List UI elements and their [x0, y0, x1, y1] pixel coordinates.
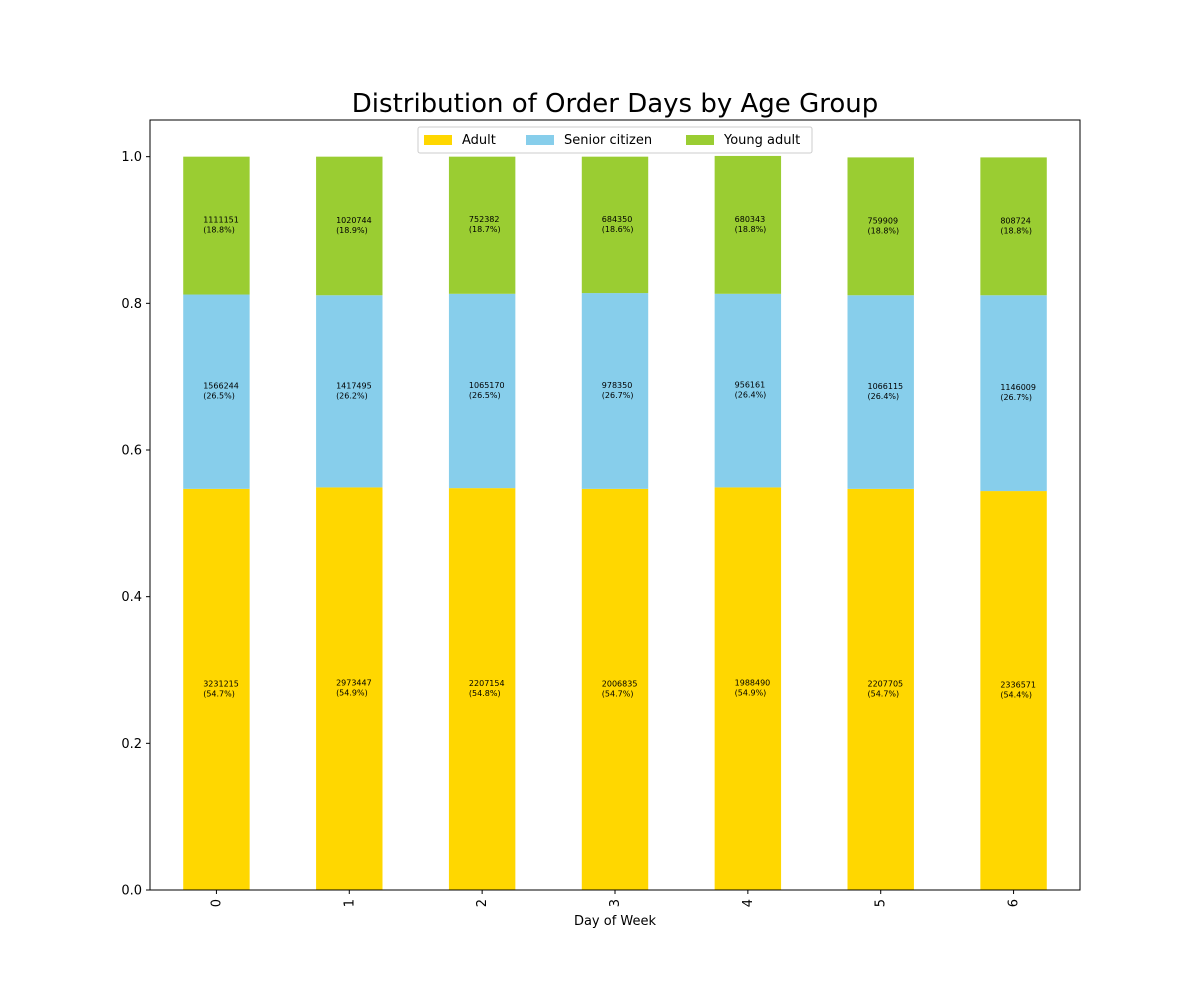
- bar-day-3-series-0: [581, 488, 649, 890]
- data-label-percent: (18.8%): [868, 226, 900, 235]
- legend-box: [417, 126, 813, 154]
- data-label-percent: (54.9%): [336, 689, 368, 698]
- bar-day-5-series-1: [847, 295, 914, 489]
- x-axis-label: Day of Week: [574, 914, 657, 929]
- data-label-count: 808724: [1000, 216, 1031, 225]
- y-tick-label: 0.2: [121, 737, 142, 752]
- data-label-percent: (26.5%): [469, 391, 501, 400]
- y-tick-label: 0.6: [121, 444, 142, 459]
- legend: Adult Senior citizen Young adult: [417, 126, 813, 154]
- data-label-count: 759909: [868, 216, 899, 225]
- bar-day-6-series-2: [980, 157, 1047, 296]
- bar-day-0-series-1: [183, 294, 250, 489]
- data-label-count: 2336571: [1000, 681, 1036, 690]
- data-label-percent: (18.8%): [735, 225, 767, 234]
- data-labels-layer: 3231215(54.7%)1566244(26.5%)1111151(18.8…: [203, 215, 1036, 700]
- data-label-percent: (26.7%): [1000, 393, 1032, 402]
- bar-day-0-series-2: [183, 156, 250, 295]
- data-label-percent: (26.5%): [203, 392, 235, 401]
- data-label-count: 956161: [735, 381, 766, 390]
- bar-day-6-series-1: [980, 295, 1047, 492]
- x-tick-label: 1: [342, 899, 357, 907]
- data-label-percent: (18.7%): [469, 225, 501, 234]
- x-tick-label: 5: [874, 899, 889, 907]
- data-label-count: 1066115: [868, 382, 904, 391]
- x-axis: 0 1 2 3 4 5 6: [209, 890, 1022, 907]
- bar-day-6-series-0: [980, 491, 1047, 890]
- data-label-count: 1988490: [735, 679, 771, 688]
- data-label-percent: (18.9%): [336, 226, 368, 235]
- data-label-count: 3231215: [203, 679, 239, 688]
- bar-day-3-series-1: [581, 293, 649, 489]
- data-label-percent: (54.7%): [602, 689, 634, 698]
- data-label-count: 1417495: [336, 381, 372, 390]
- y-tick-label: 1.0: [121, 150, 142, 165]
- bar-day-3-series-2: [581, 156, 649, 294]
- legend-swatch: [424, 135, 452, 145]
- data-label-count: 680343: [735, 215, 766, 224]
- y-tick-label: 0.8: [121, 297, 142, 312]
- legend-entry-label: Young adult: [723, 133, 800, 148]
- data-label-percent: (54.7%): [868, 689, 900, 698]
- data-label-count: 978350: [602, 381, 633, 390]
- chart-title: Distribution of Order Days by Age Group: [352, 89, 878, 119]
- data-label-count: 1111151: [203, 216, 239, 225]
- y-tick-label: 0.0: [121, 884, 142, 899]
- bar-day-5-series-2: [847, 157, 914, 296]
- x-tick-label: 4: [741, 899, 756, 907]
- bar-day-4-series-2: [714, 155, 782, 294]
- bar-day-4-series-0: [714, 487, 782, 890]
- data-label-percent: (54.7%): [203, 689, 235, 698]
- data-label-count: 1566244: [203, 382, 239, 391]
- x-tick-label: 0: [209, 899, 224, 907]
- bar-day-2-series-2: [448, 156, 516, 294]
- legend-swatch: [526, 135, 554, 145]
- x-tick-label: 3: [608, 899, 623, 907]
- x-tick-label: 2: [475, 899, 490, 907]
- x-tick-label: 6: [1007, 899, 1022, 907]
- data-label-percent: (18.6%): [602, 225, 634, 234]
- data-label-percent: (26.2%): [336, 391, 368, 400]
- data-label-count: 2973447: [336, 679, 372, 688]
- data-label-percent: (18.8%): [1000, 226, 1032, 235]
- bar-day-4-series-1: [714, 293, 782, 488]
- y-tick-label: 0.4: [121, 590, 142, 605]
- bar-day-2-series-1: [448, 293, 516, 489]
- bar-day-5-series-0: [847, 488, 914, 890]
- y-axis: 0.0 0.2 0.4 0.6 0.8 1.0: [121, 150, 150, 899]
- data-label-count: 1146009: [1000, 383, 1036, 392]
- bar-day-1-series-1: [316, 295, 383, 488]
- data-label-percent: (18.8%): [203, 226, 235, 235]
- data-label-percent: (26.4%): [735, 391, 767, 400]
- legend-entry-label: Adult: [462, 133, 496, 148]
- data-label-count: 1065170: [469, 381, 505, 390]
- legend-entry-label: Senior citizen: [564, 133, 652, 148]
- bar-day-2-series-0: [448, 488, 516, 890]
- data-label-count: 2207705: [868, 679, 904, 688]
- bar-day-0-series-0: [183, 488, 250, 890]
- data-label-count: 684350: [602, 215, 633, 224]
- bar-day-1-series-2: [316, 156, 383, 296]
- bar-day-1-series-0: [316, 487, 383, 890]
- data-label-count: 2006835: [602, 679, 638, 688]
- data-label-percent: (26.7%): [602, 391, 634, 400]
- data-label-count: 2207154: [469, 679, 505, 688]
- data-label-count: 752382: [469, 215, 500, 224]
- data-label-percent: (26.4%): [868, 392, 900, 401]
- data-label-percent: (54.9%): [735, 689, 767, 698]
- bars-layer: [183, 155, 1047, 890]
- data-label-percent: (54.4%): [1000, 691, 1032, 700]
- data-label-count: 1020744: [336, 216, 372, 225]
- legend-swatch: [686, 135, 714, 145]
- data-label-percent: (54.8%): [469, 689, 501, 698]
